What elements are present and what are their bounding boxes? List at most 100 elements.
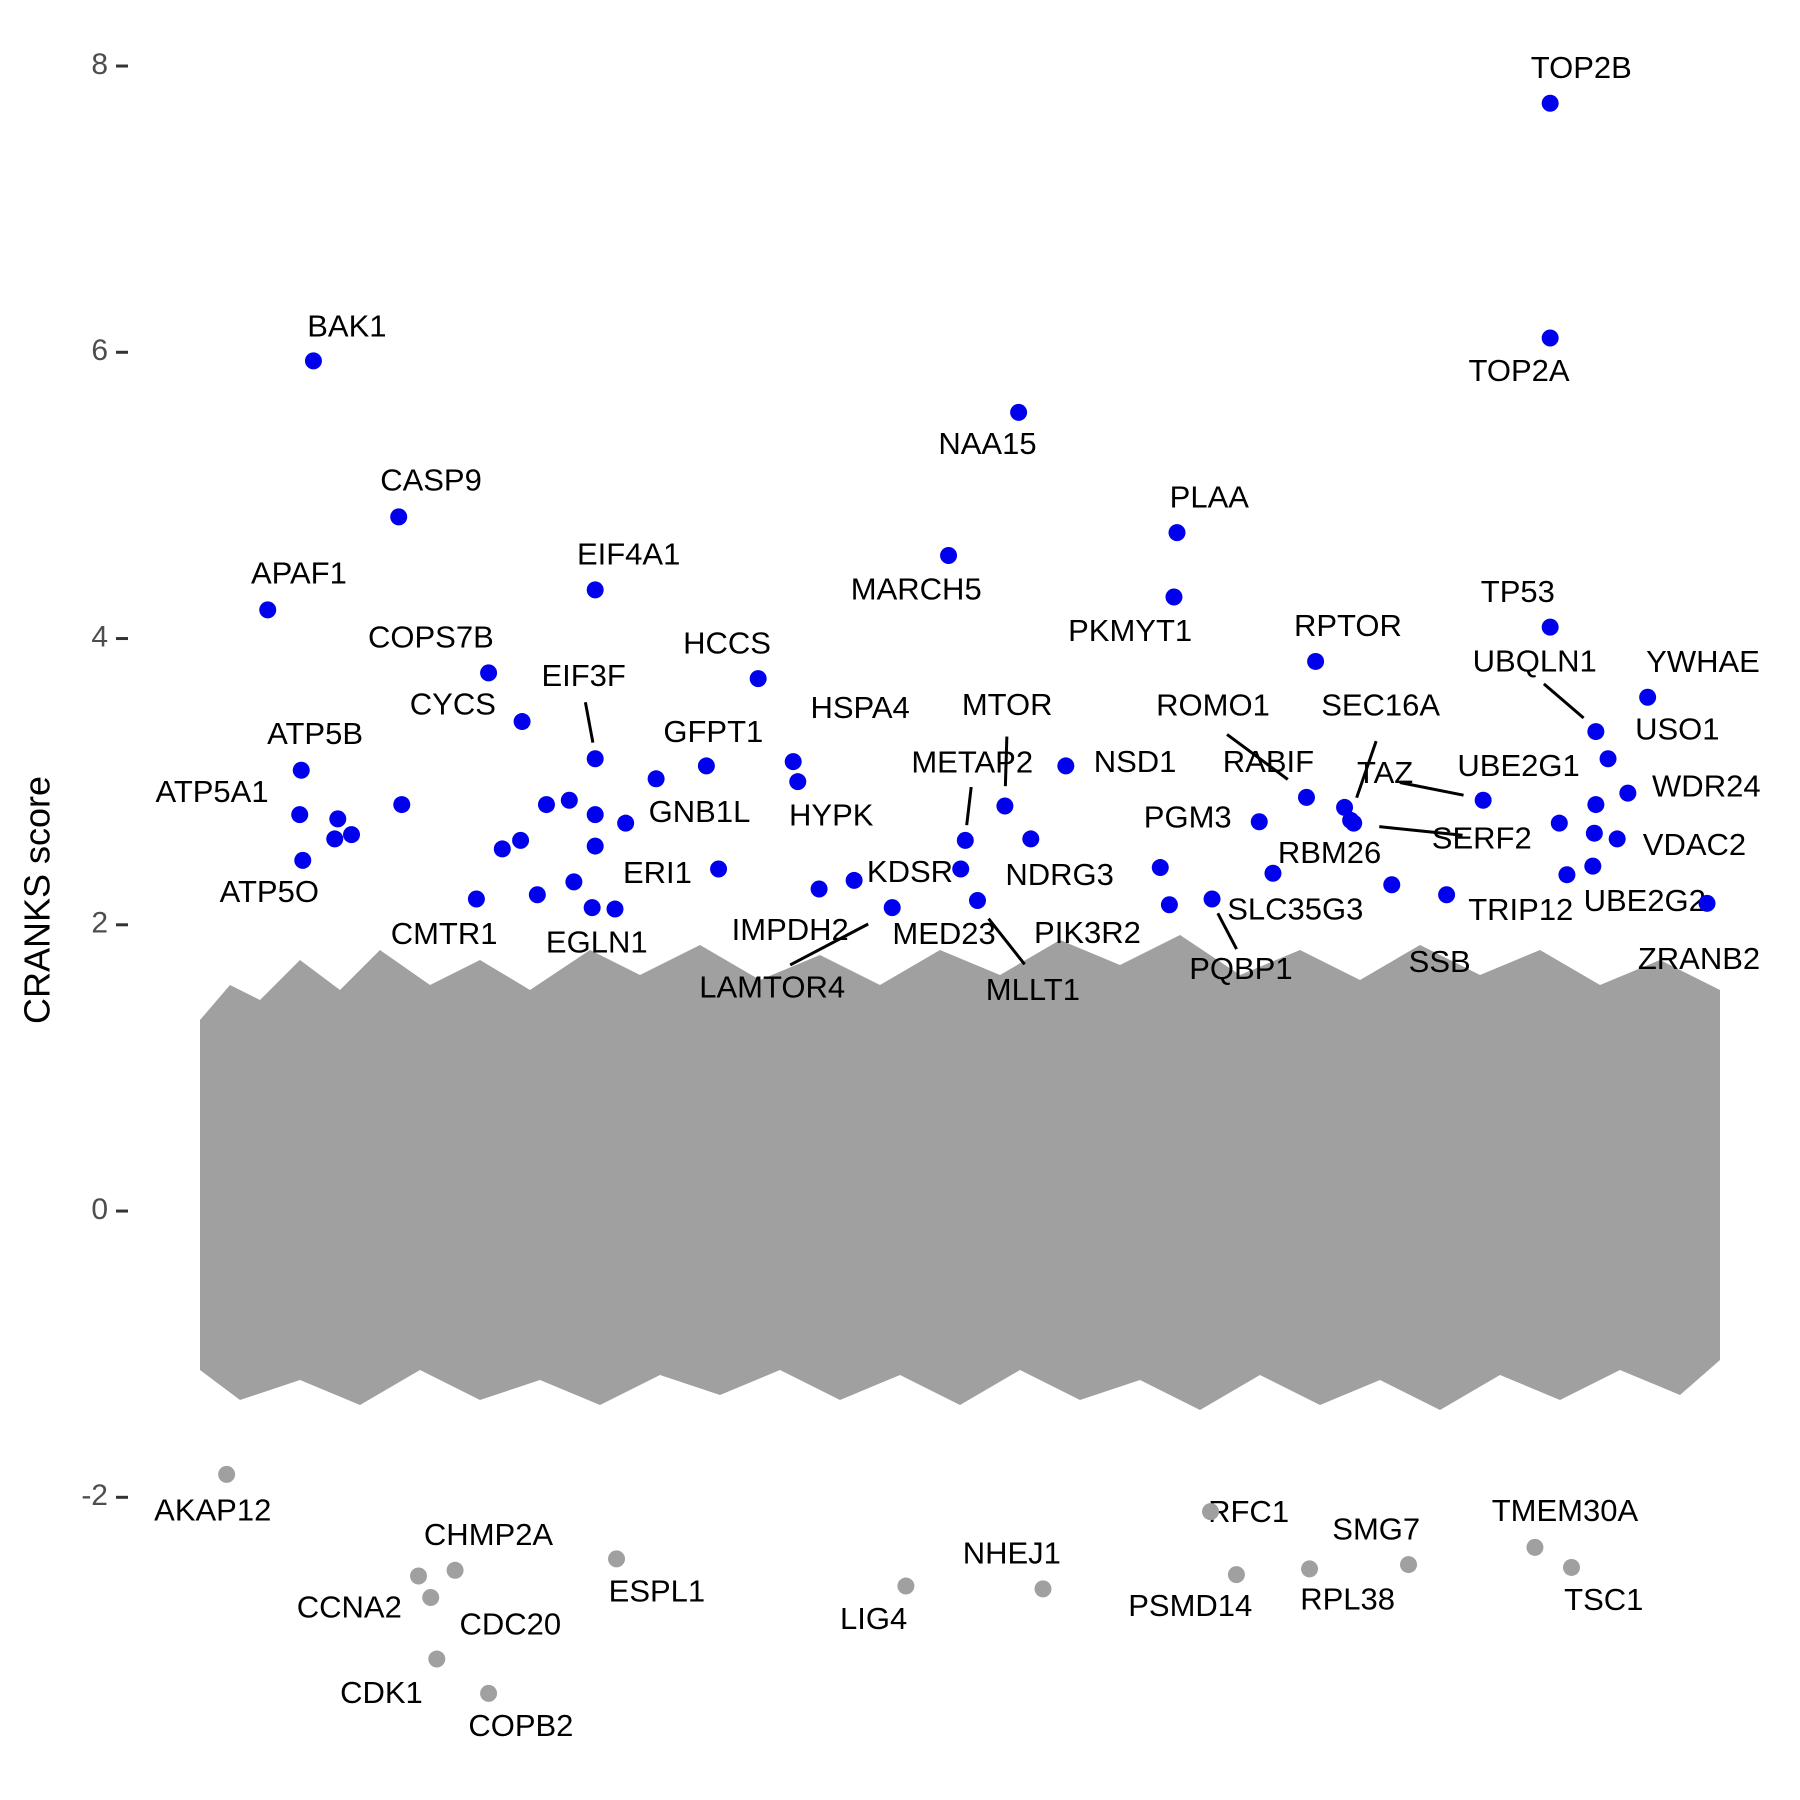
point — [1168, 524, 1186, 542]
point — [897, 1577, 915, 1595]
point-label: SMG7 — [1332, 1511, 1420, 1546]
point-label: ZRANB2 — [1638, 941, 1760, 976]
point — [294, 851, 312, 869]
point-label: NHEJ1 — [963, 1536, 1061, 1571]
point — [940, 547, 958, 565]
leader-line — [965, 786, 973, 826]
point — [697, 757, 715, 775]
point — [710, 860, 728, 878]
point-label: UBQLN1 — [1473, 644, 1597, 679]
point-label: MTOR — [962, 687, 1053, 722]
point-label: MLLT1 — [986, 972, 1080, 1007]
point-label: EIF3F — [541, 658, 625, 693]
point — [410, 1567, 428, 1585]
point-label: CHMP2A — [424, 1517, 554, 1552]
point-label: CCNA2 — [297, 1590, 402, 1625]
point — [329, 810, 347, 828]
point — [1474, 791, 1492, 809]
point-label: WDR24 — [1652, 769, 1761, 804]
point — [1639, 688, 1657, 706]
point — [560, 791, 578, 809]
point — [528, 886, 546, 904]
point — [493, 840, 511, 858]
point-label: VDAC2 — [1643, 827, 1746, 862]
point — [537, 796, 555, 814]
point-label: YWHAE — [1646, 644, 1760, 679]
point — [784, 753, 802, 771]
leader-line — [1379, 825, 1463, 837]
point-label: RPTOR — [1294, 608, 1402, 643]
point — [1587, 796, 1605, 814]
point-label: ERI1 — [623, 855, 692, 890]
point — [1345, 814, 1363, 832]
point — [291, 806, 309, 824]
point — [1526, 1538, 1544, 1556]
point — [1558, 866, 1576, 884]
point-label: ATP5O — [220, 874, 319, 909]
point — [1587, 723, 1605, 741]
point — [218, 1465, 236, 1483]
point-label: MARCH5 — [851, 571, 982, 606]
point-label: KDSR — [867, 854, 953, 889]
point-label: ESPL1 — [609, 1574, 706, 1609]
point — [1010, 403, 1028, 421]
point-label: ROMO1 — [1156, 688, 1270, 723]
point-label: CDK1 — [340, 1675, 423, 1710]
point — [1307, 652, 1325, 670]
point — [292, 761, 310, 779]
point — [606, 900, 624, 918]
point-label: RBM26 — [1278, 835, 1381, 870]
point-cloud — [200, 935, 1720, 1410]
point — [617, 814, 635, 832]
point — [428, 1650, 446, 1668]
point-label: PKMYT1 — [1068, 613, 1192, 648]
point-label: PSMD14 — [1128, 1588, 1252, 1623]
point — [1562, 1558, 1580, 1576]
point — [586, 750, 604, 768]
point — [749, 670, 767, 688]
point — [467, 890, 485, 908]
point — [996, 797, 1014, 815]
point — [1585, 824, 1603, 842]
point-label: CMTR1 — [391, 916, 498, 951]
point — [326, 830, 344, 848]
point-label: TOP2A — [1468, 353, 1569, 388]
point — [1165, 588, 1183, 606]
point-label: EGLN1 — [546, 925, 648, 960]
point — [1541, 329, 1559, 347]
point — [343, 826, 361, 844]
point — [583, 899, 601, 917]
point — [565, 873, 583, 891]
point-label: COPS7B — [368, 620, 494, 655]
leader-line — [1226, 733, 1289, 781]
point-label: SLC35G3 — [1227, 892, 1363, 927]
point — [1438, 886, 1456, 904]
point — [446, 1561, 464, 1579]
point — [1698, 894, 1716, 912]
point-label: NSD1 — [1094, 744, 1177, 779]
y-tick-label: 2 — [91, 907, 108, 940]
point — [1550, 814, 1568, 832]
leader-line — [1399, 781, 1464, 797]
point — [1383, 876, 1401, 894]
y-tick-label: 4 — [91, 620, 108, 653]
y-axis-label: CRANKS score — [17, 776, 58, 1024]
point — [1160, 896, 1178, 914]
point-label: GFPT1 — [663, 714, 763, 749]
point-label: SEC16A — [1321, 687, 1440, 722]
point — [956, 831, 974, 849]
y-tick-label: 0 — [91, 1193, 108, 1226]
point-label: COPB2 — [468, 1708, 573, 1743]
point-label: TRIP12 — [1468, 892, 1573, 927]
point — [1301, 1560, 1319, 1578]
point — [1336, 798, 1354, 816]
point — [647, 770, 665, 788]
point-label: PQBP1 — [1189, 951, 1292, 986]
point — [480, 1684, 498, 1702]
point-label: USO1 — [1635, 711, 1719, 746]
point-label: SSB — [1409, 944, 1471, 979]
point-label: LIG4 — [840, 1601, 907, 1636]
leader-line — [583, 701, 595, 743]
point-label: TOP2B — [1531, 50, 1632, 85]
point — [952, 860, 970, 878]
